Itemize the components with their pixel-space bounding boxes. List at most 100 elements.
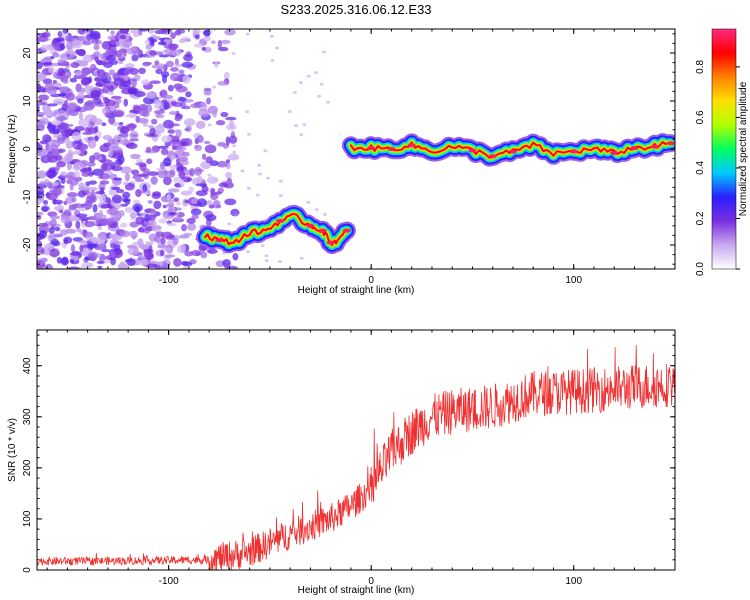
heatmap-cell (81, 131, 94, 136)
heatmap-cell (287, 110, 292, 114)
heatmap-cell (77, 98, 84, 104)
heatmap-cell (180, 260, 189, 266)
heatmap-cell (58, 209, 64, 214)
chart-title: S233.2025.316.06.12.E33 (280, 2, 431, 17)
heatmap-cell (198, 108, 210, 117)
heatmap-cell (156, 167, 167, 171)
heatmap-cell (64, 129, 76, 134)
heatmap-cell (178, 69, 185, 74)
heatmap-cell (119, 79, 124, 86)
heatmap-cell (213, 203, 218, 207)
heatmap-cell (150, 118, 158, 125)
heatmap-cell (125, 114, 137, 118)
heatmap-cell (66, 162, 72, 171)
heatmap-cell (149, 127, 156, 137)
heatmap-cell (133, 246, 139, 255)
colorbar-tick-label: 0.0 (695, 262, 706, 276)
heatmap-cell (270, 58, 275, 62)
heatmap-cell (299, 256, 304, 260)
heatmap-cell (129, 130, 139, 140)
heatmap-cell (111, 250, 116, 259)
heatmap-cell (163, 39, 172, 43)
ridge-peak (650, 144, 659, 149)
heatmap-cell (64, 153, 73, 162)
heatmap-cell (53, 109, 65, 114)
heatmap-cell (85, 195, 97, 204)
heatmap-cell (149, 80, 161, 84)
heatmap-cell (90, 92, 101, 101)
heatmap-cell (182, 105, 191, 110)
heatmap-cell (171, 49, 182, 57)
heatmap-cell (89, 155, 96, 164)
heatmap-cell (255, 193, 260, 197)
heatmap-cell (37, 105, 40, 111)
heatmap-cell (73, 161, 85, 171)
y-tick-label: -10 (22, 189, 33, 204)
heatmap-cell (278, 179, 283, 183)
heatmap-cell (77, 190, 87, 198)
ridge-peak (468, 148, 477, 153)
heatmap-cell (37, 199, 43, 204)
heatmap-cell (161, 135, 172, 143)
heatmap-cell (147, 171, 159, 176)
heatmap-cell (217, 81, 228, 86)
heatmap-cell (95, 191, 106, 195)
heatmap-cell (168, 164, 178, 170)
heatmap-cell (325, 100, 330, 104)
heatmap-cell (150, 176, 158, 185)
heatmap-cell (38, 229, 47, 239)
heatmap-cell (45, 169, 57, 179)
heatmap-cell (138, 244, 149, 249)
heatmap-cell (210, 192, 219, 201)
heatmap-cell (181, 37, 191, 42)
heatmap-cell (71, 39, 83, 49)
heatmap-cell (102, 60, 107, 64)
heatmap-cell (158, 218, 168, 224)
heatmap-cell (108, 69, 115, 76)
heatmap-cell (135, 216, 145, 225)
heatmap-cell (108, 149, 114, 157)
ridge-peak (367, 146, 376, 151)
heatmap-cell (155, 113, 165, 119)
heatmap-cell (169, 169, 176, 175)
heatmap-cell (207, 173, 212, 177)
heatmap-cell (86, 236, 98, 242)
heatmap-cell (56, 37, 65, 42)
heatmap-cell (108, 188, 119, 196)
heatmap-cell (40, 257, 48, 263)
heatmap-cell (148, 125, 154, 129)
heatmap-cell (178, 96, 187, 102)
heatmap-cell (69, 216, 77, 222)
y-tick-label: 0 (22, 146, 33, 152)
heatmap-cell (207, 123, 212, 127)
heatmap-cell (39, 182, 51, 186)
heatmap-cell (161, 231, 173, 239)
heatmap-cell (314, 208, 319, 212)
heatmap-cell (269, 34, 274, 38)
heatmap-cell (178, 170, 186, 180)
heatmap-cell (211, 40, 216, 44)
heatmap-cell (83, 150, 88, 155)
x-tick-label: -100 (159, 576, 179, 587)
heatmap-cell (205, 156, 213, 164)
ridge-peak (387, 147, 396, 151)
ridge-peak (666, 141, 675, 146)
heatmap-cell (90, 63, 97, 72)
heatmap-cell (37, 61, 43, 70)
heatmap-cell (39, 140, 48, 145)
heatmap-cell (292, 90, 297, 94)
heatmap-cell (160, 148, 169, 156)
heatmap-cell (302, 123, 307, 127)
heatmap-cell (45, 108, 53, 117)
heatmap-cell (101, 122, 107, 127)
heatmap-cell (56, 160, 66, 168)
heatmap-cell (126, 142, 138, 150)
heatmap-cell (84, 220, 95, 228)
heatmap-cell (66, 70, 72, 79)
top-x-axis-label: Height of straight line (km) (298, 285, 415, 296)
colorbar-tick-label: 0.2 (695, 211, 706, 225)
heatmap-cell (41, 206, 49, 213)
heatmap-cell (170, 67, 179, 72)
heatmap-cell (190, 250, 203, 257)
ridge-peak (306, 223, 315, 228)
